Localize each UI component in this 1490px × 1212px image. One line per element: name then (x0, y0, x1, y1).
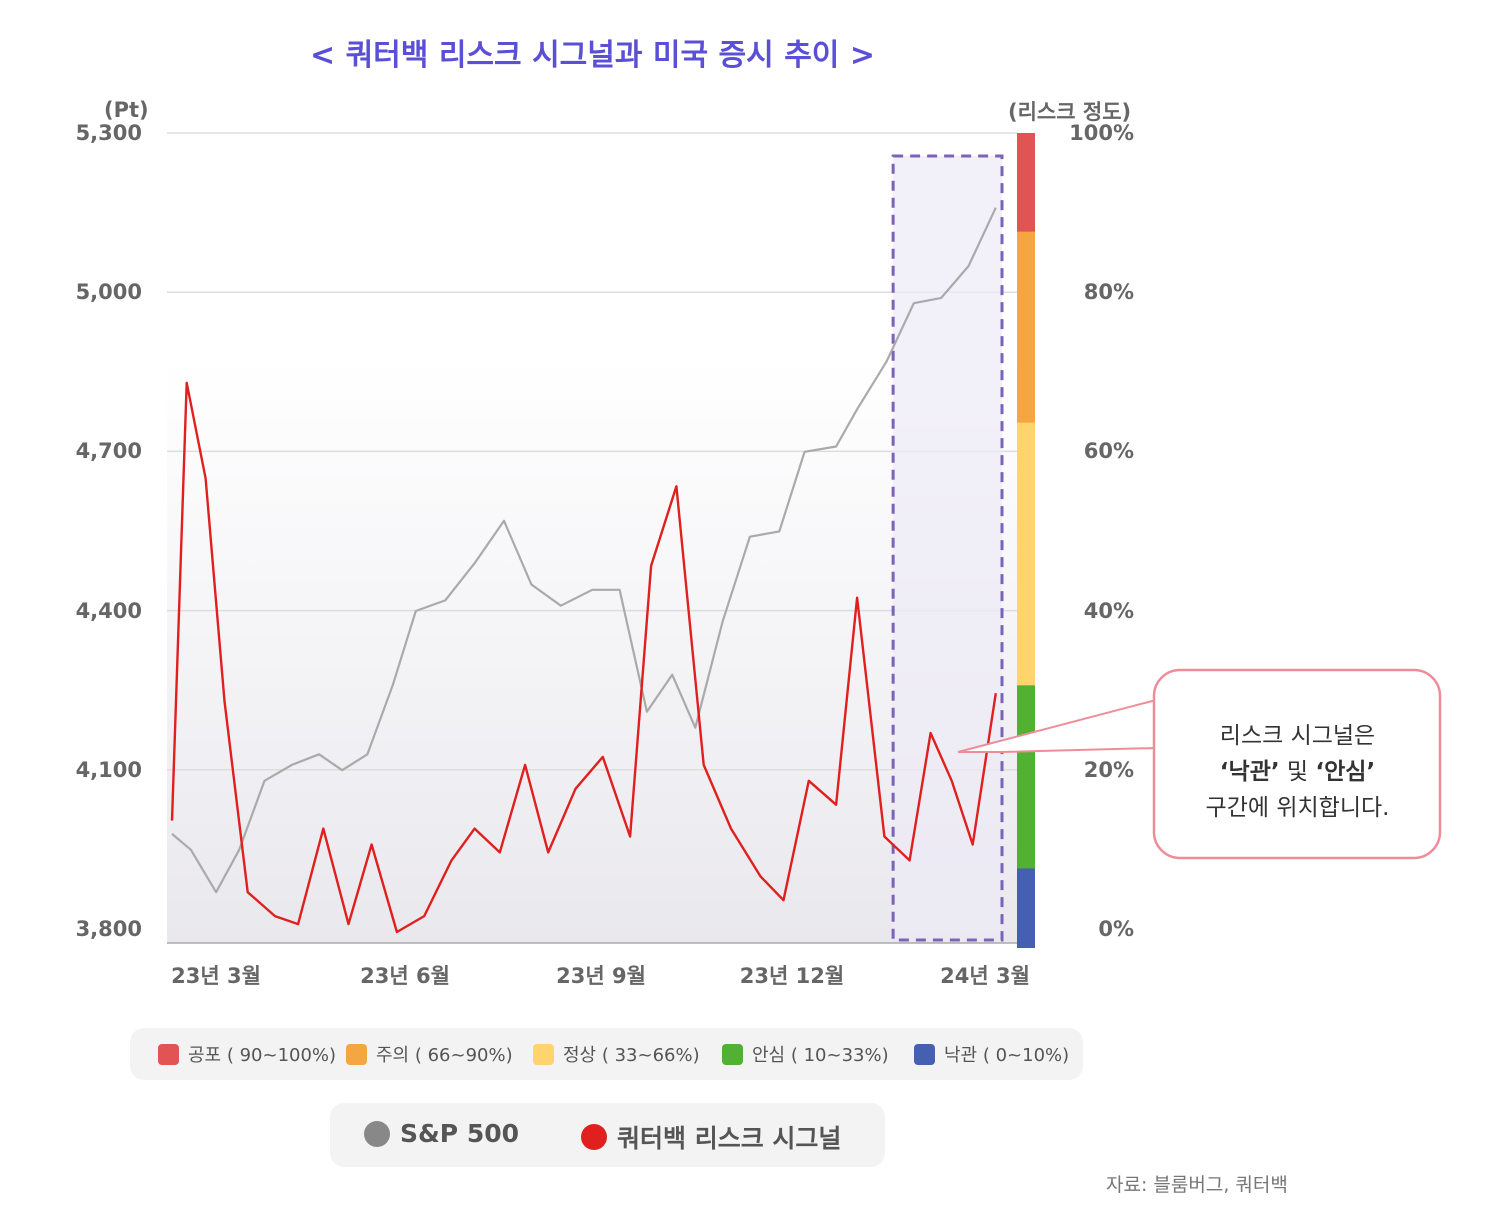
band-label-relief: 안심 ( 10~33%) (752, 1045, 889, 1066)
left-tick-label: 3,800 (75, 917, 142, 941)
chart-title: < 쿼터백 리스크 시그널과 미국 증시 추이 > (310, 38, 875, 73)
legend-sp500: S&P 500 (364, 1119, 519, 1148)
risk-bar-optimism (1017, 849, 1035, 948)
band-label-caution: 주의 ( 66~90%) (376, 1045, 513, 1066)
callout-optimism: ‘낙관’ (1219, 759, 1280, 785)
band-legend-optimism: 낙관 ( 0~10%) (914, 1042, 1069, 1066)
right-tick-label: 80% (1083, 280, 1134, 305)
risk-bar-relief (1017, 666, 1035, 869)
source-note: 자료: 블룸버그, 쿼터백 (1106, 1174, 1288, 1196)
band-label-normal: 정상 ( 33~66%) (563, 1045, 700, 1066)
band-legend-fear: 공포 ( 90~100%) (158, 1042, 336, 1066)
legend-risk-signal: 쿼터백 리스크 시그널 (581, 1119, 841, 1155)
callout-and: 및 (1279, 759, 1316, 785)
right-tick-label: 20% (1083, 757, 1134, 782)
band-swatch-caution (346, 1043, 367, 1065)
gridlines (167, 132, 1017, 771)
risk-bar-caution (1017, 212, 1035, 423)
right-tick-label: 60% (1083, 439, 1134, 464)
left-axis-unit: (Pt) (104, 98, 149, 122)
left-tick-label: 4,400 (75, 598, 142, 623)
x-tick-label: 23년 12월 (739, 964, 845, 988)
x-tick-label: 23년 3월 (171, 964, 261, 988)
left-tick-label: 5,300 (75, 121, 142, 145)
x-tick-label: 24년 3월 (940, 964, 1030, 988)
series-legend: S&P 500 쿼터백 리스크 시그널 (330, 1103, 885, 1167)
callout-box (1152, 668, 1442, 860)
right-tick-label: 40% (1083, 598, 1134, 623)
sp500-line (171, 207, 997, 894)
callout-text: 리스크 시그널은 ‘낙관’ 및 ‘안심’ 구간에 위치합니다. (1160, 718, 1435, 826)
callout-line-2: ‘낙관’ 및 ‘안심’ (1160, 754, 1435, 790)
x-tick-label: 23년 9월 (556, 964, 646, 988)
legend-dot-sp500 (364, 1120, 390, 1147)
band-swatch-optimism (914, 1043, 935, 1065)
plot-background (167, 360, 1017, 943)
right-tick-label: 100% (1069, 121, 1134, 145)
risk-signal-line (170, 381, 997, 934)
right-axis-unit: (리스크 정도) (1008, 100, 1132, 124)
left-tick-label: 4,700 (75, 439, 142, 464)
x-tick-label: 23년 6월 (360, 964, 450, 988)
risk-bar-normal (1017, 403, 1035, 686)
band-swatch-normal (533, 1043, 554, 1065)
risk-color-bar (1017, 133, 1035, 948)
callout-line-3: 구간에 위치합니다. (1205, 795, 1390, 821)
risk-band-legend: 공포 ( 90~100%) 주의 ( 66~90%) 정상 ( 33~66%) … (130, 1028, 1083, 1080)
band-label-fear: 공포 ( 90~100%) (188, 1045, 337, 1066)
band-legend-normal: 정상 ( 33~66%) (533, 1042, 700, 1066)
legend-dot-risk-signal (581, 1124, 607, 1150)
highlight-period-box (891, 154, 1004, 942)
left-tick-label: 4,100 (75, 757, 142, 782)
band-swatch-relief (722, 1043, 743, 1065)
legend-label-risk-signal: 쿼터백 리스크 시그널 (617, 1124, 842, 1153)
band-swatch-fear (158, 1043, 179, 1065)
legend-label-sp500: S&P 500 (400, 1119, 520, 1148)
band-legend-caution: 주의 ( 66~90%) (346, 1042, 513, 1066)
right-tick-label: 0% (1098, 917, 1134, 941)
band-label-optimism: 낙관 ( 0~10%) (944, 1045, 1070, 1066)
risk-bar-fear (1017, 133, 1035, 232)
band-legend-relief: 안심 ( 10~33%) (722, 1042, 889, 1066)
left-tick-label: 5,000 (75, 280, 142, 305)
callout-line-1: 리스크 시그널은 (1219, 723, 1376, 749)
callout-relief: ‘안심’ (1315, 759, 1376, 785)
